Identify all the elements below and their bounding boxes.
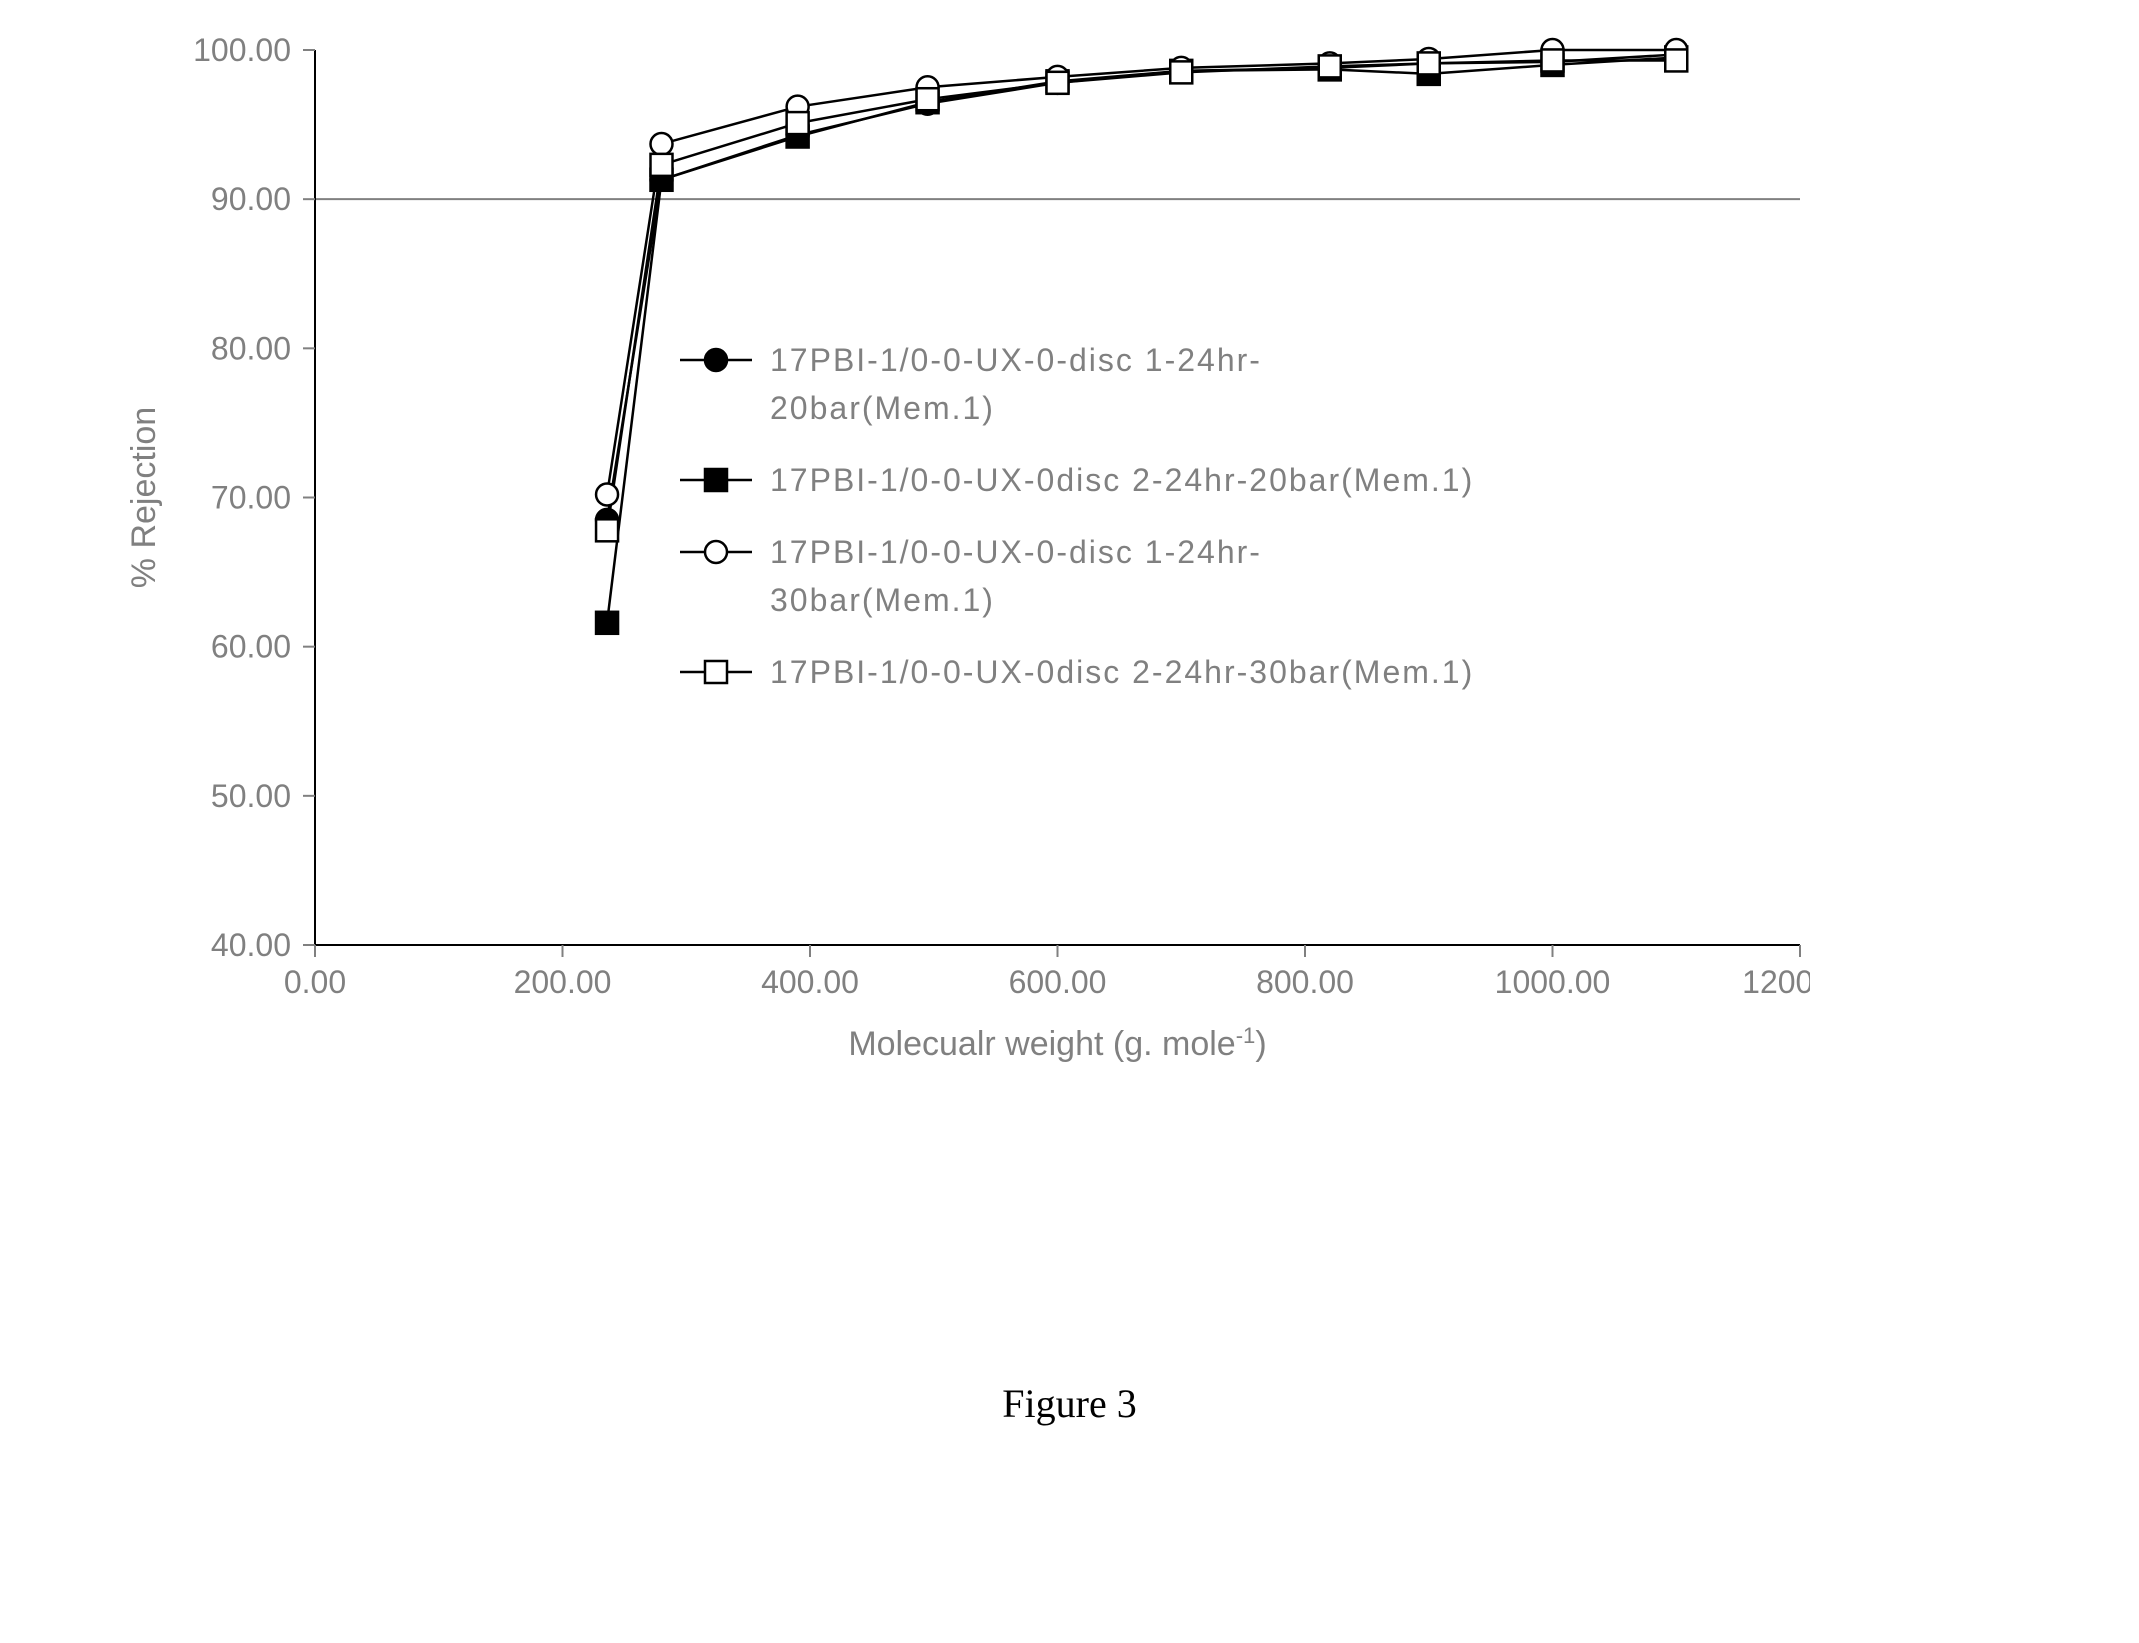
svg-text:17PBI-1/0-0-UX-0disc 2-24hr-20: 17PBI-1/0-0-UX-0disc 2-24hr-20bar(Mem.1) [770,462,1474,498]
rejection-vs-mw-chart: 40.00 50.00 60.00 70.00 80.00 90.00 100.00 0.00… [90,20,1810,1070]
svg-text:70.00: 70.00 [211,480,291,516]
svg-text:20bar(Mem.1): 20bar(Mem.1) [770,390,995,426]
svg-text:100.00: 100.00 [193,32,291,68]
svg-text:0.00: 0.00 [284,964,346,1000]
figure-caption: Figure 3 [0,1380,2139,1427]
svg-text:% Rejection: % Rejection [125,407,163,588]
svg-text:30bar(Mem.1): 30bar(Mem.1) [770,582,995,618]
svg-text:60.00: 60.00 [211,629,291,665]
svg-text:90.00: 90.00 [211,181,291,217]
svg-text:50.00: 50.00 [211,778,291,814]
svg-text:Molecualr weight (g. mole-1): Molecualr weight (g. mole-1) [848,1023,1266,1064]
svg-text:800.00: 800.00 [1256,964,1354,1000]
svg-text:17PBI-1/0-0-UX-0-disc 1-24hr-: 17PBI-1/0-0-UX-0-disc 1-24hr- [770,342,1262,378]
svg-text:80.00: 80.00 [211,330,291,366]
svg-text:40.00: 40.00 [211,927,291,963]
svg-text:1000.00: 1000.00 [1495,964,1611,1000]
svg-text:400.00: 400.00 [761,964,859,1000]
svg-text:600.00: 600.00 [1009,964,1107,1000]
svg-text:200.00: 200.00 [514,964,612,1000]
svg-text:17PBI-1/0-0-UX-0-disc 1-24hr-: 17PBI-1/0-0-UX-0-disc 1-24hr- [770,534,1262,570]
svg-text:1200.00: 1200.00 [1742,964,1810,1000]
svg-text:17PBI-1/0-0-UX-0disc 2-24hr-30: 17PBI-1/0-0-UX-0disc 2-24hr-30bar(Mem.1) [770,654,1474,690]
